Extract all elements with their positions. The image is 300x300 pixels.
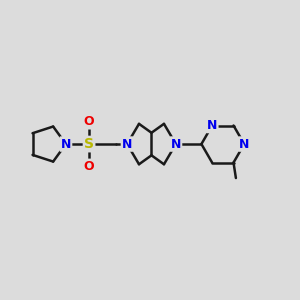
Text: O: O <box>84 115 94 128</box>
Text: N: N <box>239 138 249 151</box>
Text: N: N <box>61 138 71 151</box>
Text: N: N <box>207 119 217 132</box>
Text: O: O <box>84 160 94 173</box>
Text: N: N <box>122 138 132 151</box>
Text: N: N <box>171 138 181 151</box>
Text: S: S <box>84 137 94 151</box>
